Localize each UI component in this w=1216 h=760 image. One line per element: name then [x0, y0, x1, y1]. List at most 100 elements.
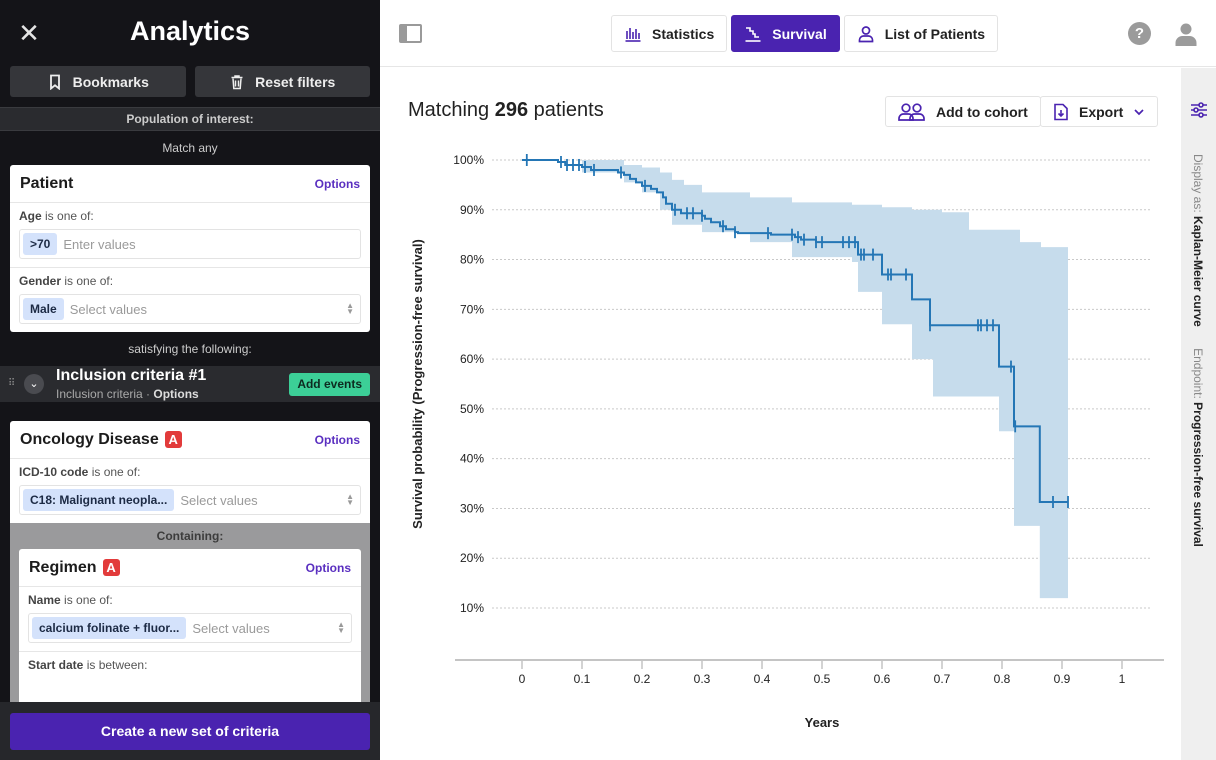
regimen-chip[interactable]: calcium folinate + fluor...	[32, 617, 187, 639]
tab-list-label: List of Patients	[884, 25, 986, 42]
collapse-chevron-icon[interactable]: ⌄	[24, 374, 44, 394]
icd-field: ICD-10 code is one of: C18: Malignant ne…	[10, 459, 370, 523]
view-tabs: Statistics Survival List of Patients	[611, 15, 999, 52]
select-arrows-icon: ▲ ▼	[346, 301, 354, 316]
sliders-icon[interactable]	[1189, 100, 1209, 120]
x-tick-label: 0.1	[574, 672, 591, 686]
patient-card: Patient Options Age is one of: >70 Enter…	[10, 165, 370, 332]
patient-count: 296	[494, 99, 529, 121]
regimen-options-link[interactable]: Options	[305, 560, 351, 575]
group-icon	[898, 102, 925, 121]
oncology-options-link[interactable]: Options	[314, 432, 360, 447]
y-tick-label: 60%	[460, 352, 484, 366]
x-tick-label: 0.3	[694, 672, 711, 686]
age-chip[interactable]: >70	[23, 233, 58, 255]
inclusion-criteria-subtitle: Inclusion criteria · Options	[56, 387, 199, 401]
x-tick-label: 0	[519, 672, 526, 686]
icd-chip[interactable]: C18: Malignant neopla...	[23, 489, 175, 511]
drag-handle-icon[interactable]: ⠿	[8, 378, 15, 389]
top-bar: Statistics Survival List of Patients ?	[380, 0, 1216, 67]
x-tick-label: 0.6	[874, 672, 891, 686]
tab-list-of-patients[interactable]: List of Patients	[843, 15, 999, 52]
reset-filters-button[interactable]: Reset filters	[194, 66, 370, 97]
oncology-card-title: Oncology Disease A	[20, 431, 182, 449]
y-tick-label: 70%	[460, 302, 484, 316]
display-settings-text[interactable]: Display as: Kaplan-Meier curve Endpoint:…	[1191, 154, 1205, 547]
chevron-down-icon	[1134, 108, 1144, 115]
gender-chip[interactable]: Male	[23, 298, 64, 320]
select-arrows-icon: ▲ ▼	[337, 620, 345, 635]
regimen-card-title: Regimen A	[29, 559, 120, 577]
sidebar-title: Analytics	[129, 16, 251, 46]
tab-statistics-label: Statistics	[652, 25, 715, 42]
tab-statistics[interactable]: Statistics	[611, 15, 728, 52]
display-settings-rail: Display as: Kaplan-Meier curve Endpoint:…	[1181, 68, 1216, 760]
bookmarks-button[interactable]: Bookmarks	[10, 66, 186, 97]
bookmark-icon	[49, 74, 60, 90]
x-tick-label: 0.5	[814, 672, 831, 686]
regimen-placeholder: Select values	[192, 620, 270, 636]
regimen-name-select[interactable]: calcium folinate + fluor... Select value…	[28, 613, 352, 643]
display-as-label: Display as:	[1191, 154, 1205, 213]
reset-filters-label: Reset filters	[255, 73, 336, 90]
x-tick-label: 0.2	[634, 672, 651, 686]
icd-placeholder: Select values	[180, 492, 258, 508]
help-icon[interactable]: ?	[1128, 22, 1151, 45]
patient-options-link[interactable]: Options	[314, 176, 360, 191]
sidebar-footer: Create a new set of criteria	[0, 702, 380, 760]
y-tick-label: 80%	[460, 253, 484, 267]
a-badge: A	[164, 431, 182, 448]
export-button[interactable]: Export	[1040, 96, 1159, 127]
bar-chart-icon	[625, 27, 641, 42]
x-tick-label: 0.4	[754, 672, 771, 686]
person-icon	[858, 25, 874, 42]
icd-label: ICD-10 code is one of:	[19, 465, 141, 479]
tab-survival-label: Survival	[772, 25, 827, 42]
icd-select[interactable]: C18: Malignant neopla... Select values ▲…	[19, 485, 361, 515]
analytics-sidebar: ✕ Analytics Bookmarks Reset filters Popu…	[0, 0, 380, 760]
a-badge: A	[102, 559, 120, 576]
y-axis-label: Survival probability (Progression-free s…	[410, 239, 425, 529]
containing-label: Containing:	[10, 523, 370, 549]
inclusion-options-link[interactable]: Options	[153, 387, 199, 401]
y-tick-label: 50%	[460, 402, 484, 416]
gender-placeholder: Select values	[69, 301, 148, 317]
age-label: Age is one of:	[19, 209, 94, 223]
regimen-name-field: Name is one of: calcium folinate + fluor…	[19, 587, 361, 652]
oncology-card-header: Oncology Disease A Options	[10, 421, 370, 459]
patient-card-header: Patient Options	[10, 165, 370, 203]
tab-survival[interactable]: Survival	[731, 15, 840, 52]
endpoint-label: Endpoint:	[1191, 348, 1205, 399]
age-input[interactable]: >70 Enter values	[19, 229, 361, 259]
censor-marks	[525, 154, 1069, 508]
add-events-button[interactable]: Add events	[289, 373, 370, 396]
user-avatar-icon[interactable]	[1174, 22, 1198, 46]
trash-icon	[231, 74, 243, 89]
population-of-interest-label: Population of interest:	[0, 107, 380, 131]
matching-patients-title: Matching 296 patients	[408, 99, 604, 121]
x-tick-label: 0.7	[934, 672, 951, 686]
add-to-cohort-button[interactable]: Add to cohort	[885, 96, 1041, 127]
y-tick-label: 90%	[460, 203, 484, 217]
add-to-cohort-label: Add to cohort	[936, 103, 1028, 120]
y-tick-label: 100%	[453, 153, 484, 167]
regimen-card: Regimen A Options Name is one of: calcium…	[19, 549, 361, 726]
start-date-field: Start date is between:	[19, 652, 361, 726]
create-criteria-button[interactable]: Create a new set of criteria	[10, 713, 370, 750]
inclusion-criteria-row: ⠿ ⌄ Inclusion criteria #1 Inclusion crit…	[0, 366, 380, 402]
sidebar-toggle-icon[interactable]	[399, 24, 422, 43]
y-tick-label: 30%	[460, 501, 484, 515]
start-date-label: Start date is between:	[28, 658, 148, 672]
bookmarks-label: Bookmarks	[72, 73, 149, 90]
kaplan-meier-chart: 10%20%30%40%50%60%70%80%90%100% 0 0.1 0.2 0…	[410, 153, 1164, 730]
gender-field: Gender is one of: Male Select values ▲ ▼	[10, 268, 370, 332]
close-icon[interactable]: ✕	[18, 18, 40, 48]
x-tick-label: 1	[1119, 672, 1126, 686]
match-any-label[interactable]: Match any	[162, 141, 218, 155]
regimen-name-label: Name is one of:	[28, 593, 113, 607]
inclusion-criteria-title: Inclusion criteria #1	[56, 367, 207, 384]
select-arrows-icon: ▲ ▼	[346, 492, 354, 507]
export-file-icon	[1054, 103, 1068, 120]
gender-select[interactable]: Male Select values ▲ ▼	[19, 294, 361, 324]
x-tick-marks: 0 0.1 0.2 0.3 0.4 0.5 0.6 0.7 0.8 0.9 1	[519, 660, 1126, 686]
